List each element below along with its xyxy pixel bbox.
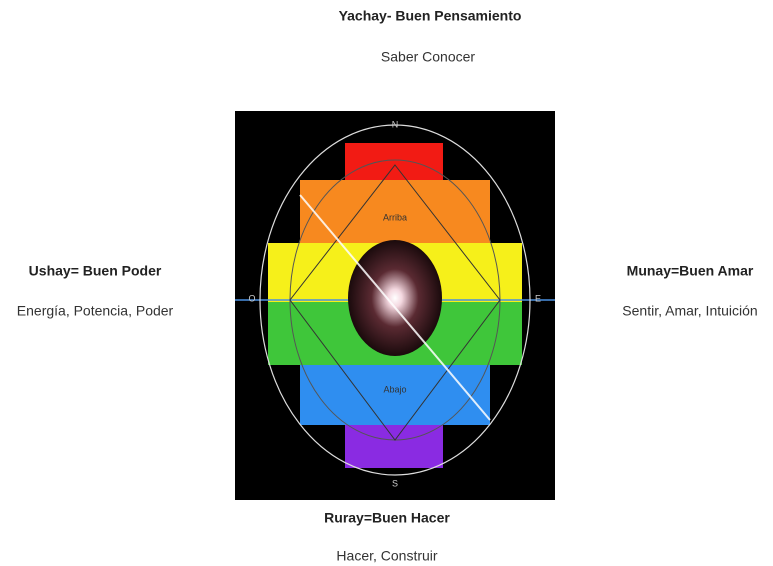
west-label: O (248, 293, 255, 303)
upper-label: Arriba (383, 212, 407, 222)
bottom-title: Ruray=Buen Hacer (324, 510, 450, 526)
diagram: Yachay- Buen Pensamiento Saber Conocer N… (0, 0, 773, 566)
blue-band (300, 365, 490, 425)
top-subtitle: Saber Conocer (381, 49, 476, 65)
right-title: Munay=Buen Amar (627, 263, 754, 279)
chakana-image: N S O E Arriba Abajo (235, 111, 555, 500)
top-title: Yachay- Buen Pensamiento (339, 8, 522, 24)
page: Yachay- Buen Pensamiento Saber Conocer N… (0, 0, 773, 566)
east-label: E (535, 293, 541, 303)
south-label: S (392, 478, 398, 488)
lower-label: Abajo (383, 384, 406, 394)
right-subtitle: Sentir, Amar, Intuición (622, 303, 757, 319)
north-label: N (392, 119, 399, 129)
left-title: Ushay= Buen Poder (29, 263, 162, 279)
red-band (345, 143, 443, 180)
left-subtitle: Energía, Potencia, Poder (17, 303, 174, 319)
center-sun (348, 240, 442, 356)
bottom-subtitle: Hacer, Construir (336, 548, 437, 564)
